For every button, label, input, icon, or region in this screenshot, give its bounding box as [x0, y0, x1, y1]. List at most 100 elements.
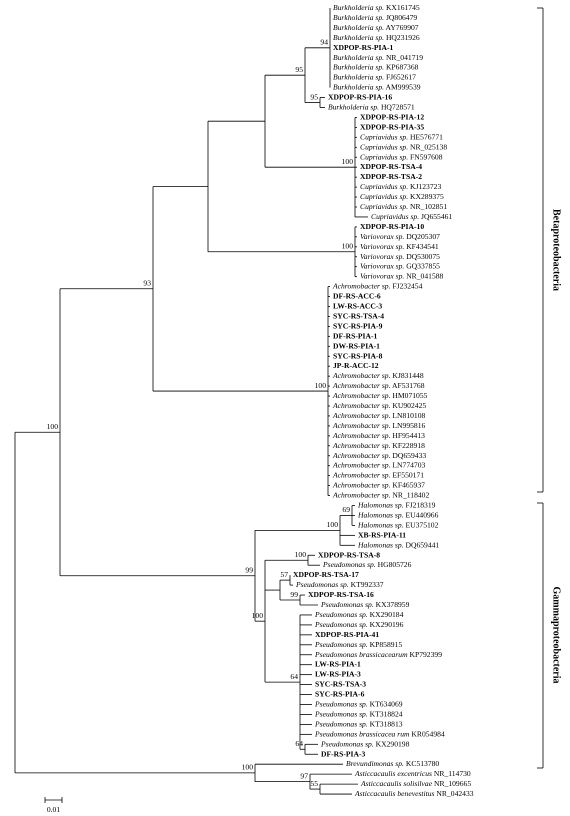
leaf-label: XDPOP-RS-TSA-17 — [293, 570, 359, 579]
accession: AM999539 — [386, 82, 421, 91]
accession: NR_042433 — [436, 789, 473, 798]
species-name: Cupriavidus sp. — [360, 152, 408, 161]
accession: KX378959 — [376, 600, 410, 609]
leaf-label: Burkholderia sp. AM999539 — [333, 82, 421, 91]
species-name: Cupriavidus sp. — [360, 132, 408, 141]
species-name: Variovorax sp. — [360, 252, 404, 261]
leaf-label: XDPOP-RS-PIA-16 — [328, 92, 392, 101]
leaf-label: XDPOP-RS-PIA-10 — [360, 222, 424, 231]
leaf-label: Pseudomonas sp. HG805726 — [322, 560, 412, 569]
accession: HQ728571 — [381, 102, 415, 111]
accession: KF465937 — [392, 480, 425, 489]
isolate-name: XDPOP-RS-PIA-35 — [360, 122, 424, 131]
bootstrap-value: 97 — [300, 771, 308, 780]
accession: DQ205307 — [406, 232, 440, 241]
leaf-label: Brevundimonas sp. KC513780 — [346, 759, 439, 768]
accession: KT318824 — [370, 709, 403, 718]
accession: NR_118402 — [392, 490, 429, 499]
bootstrap-value: 100 — [242, 763, 254, 772]
accession: GQ337855 — [406, 261, 440, 270]
species-name: Cupriavidus sp. — [360, 182, 408, 191]
leaf-label: Achromobacter sp. NR_118402 — [332, 490, 429, 499]
isolate-name: SYC-RS-TSA-3 — [315, 679, 366, 688]
accession: AF531768 — [392, 381, 425, 390]
species-name: Achromobacter sp. — [332, 431, 391, 440]
leaf-label: Pseudomonas sp. KT992337 — [295, 580, 384, 589]
clade-label: Gammaproteobacteria — [551, 586, 562, 683]
species-name: Variovorax sp. — [360, 232, 404, 241]
leaf-label: Halomonas sp. EU440966 — [357, 510, 439, 519]
accession: NR_114730 — [434, 769, 471, 778]
species-name: Cupriavidus sp. — [371, 212, 419, 221]
isolate-name: XB-RS-PIA-11 — [358, 530, 406, 539]
accession: KT992337 — [351, 580, 384, 589]
isolate-name: XDPOP-RS-TSA-16 — [308, 590, 374, 599]
leaf-label: Cupriavidus sp. KJ123723 — [360, 182, 441, 191]
leaf-label: Pseudomonas sp. KX290184 — [314, 610, 404, 619]
accession: FJ652617 — [386, 72, 416, 81]
bootstrap-value: 100 — [315, 381, 327, 390]
accession: KJ831448 — [392, 371, 423, 380]
species-name: Asticcacaulis solisilvae — [360, 779, 433, 788]
leaf-label: Achromobacter sp. LN810108 — [332, 411, 426, 420]
accession: KX290198 — [376, 739, 410, 748]
species-name: Cupriavidus sp. — [360, 202, 408, 211]
species-name: Pseudomonas brassicacea rum — [314, 729, 410, 738]
clade-label: Betaproteobacteria — [551, 209, 562, 291]
leaf-label: Halomonas sp. FJ218319 — [357, 500, 436, 509]
leaf-label: Burkholderia sp. AY769907 — [333, 23, 419, 32]
species-name: Halomonas sp. — [357, 520, 404, 529]
leaf-label: Pseudomonas sp. KX378959 — [320, 600, 410, 609]
species-name: Achromobacter sp. — [332, 470, 391, 479]
leaf-label: XDPOP-RS-PIA-35 — [360, 122, 424, 131]
isolate-name: SYC-RS-PIA-9 — [333, 321, 383, 330]
species-name: Cupriavidus sp. — [360, 142, 408, 151]
leaf-label: Asticcacaulis excentricus NR_114730 — [354, 769, 471, 778]
species-name: Burkholderia sp. — [328, 102, 379, 111]
species-name: Achromobacter sp. — [332, 391, 391, 400]
species-name: Burkholderia sp. — [333, 13, 384, 22]
species-name: Burkholderia sp. — [333, 82, 384, 91]
species-name: Pseudomonas sp. — [295, 580, 349, 589]
species-name: Achromobacter sp. — [332, 381, 391, 390]
species-name: Achromobacter sp. — [332, 460, 391, 469]
leaf-label: Pseudomonas sp. KX290196 — [314, 620, 404, 629]
species-name: Variovorax sp. — [360, 261, 404, 270]
leaf-label: Burkholderia sp. HQ231926 — [333, 33, 420, 42]
accession: KU902425 — [392, 401, 426, 410]
species-name: Pseudomonas sp. — [314, 620, 368, 629]
accession: NR_109665 — [434, 779, 471, 788]
bootstrap-value: 100 — [342, 242, 354, 251]
species-name: Achromobacter sp. — [332, 490, 391, 499]
leaf-label: XDPOP-RS-TSA-8 — [318, 550, 380, 559]
leaf-label: Achromobacter sp. FJ232454 — [332, 281, 423, 290]
bootstrap-value: 55 — [310, 779, 318, 788]
accession: KP792399 — [410, 650, 443, 659]
leaf-label: JP-R-ACC-12 — [333, 361, 379, 370]
accession: HE576771 — [410, 132, 443, 141]
leaf-label: Cupriavidus sp. JQ655461 — [371, 212, 452, 221]
bootstrap-value: 100 — [295, 550, 307, 559]
accession: HM071055 — [392, 391, 427, 400]
leaf-label: SYC-RS-PIA-6 — [315, 689, 365, 698]
leaf-label: DF-RS-ACC-6 — [333, 291, 381, 300]
leaf-label: Achromobacter sp. KJ831448 — [332, 371, 424, 380]
species-name: Burkholderia sp. — [333, 23, 384, 32]
accession: DQ659433 — [392, 451, 426, 460]
leaf-label: DF-RS-PIA-3 — [321, 749, 365, 758]
accession: LN774703 — [392, 460, 425, 469]
accession: EU440966 — [405, 510, 438, 519]
leaf-label: LW-RS-PIA-1 — [315, 659, 361, 668]
leaf-label: Achromobacter sp. KU902425 — [332, 401, 426, 410]
leaf-label: Cupriavidus sp. HE576771 — [360, 132, 443, 141]
accession: KX161745 — [386, 3, 420, 12]
accession: HG805726 — [378, 560, 412, 569]
isolate-name: XDPOP-RS-PIA-41 — [315, 630, 379, 639]
leaf-label: LW-RS-PIA-3 — [315, 669, 361, 678]
bootstrap-value: 100 — [327, 520, 339, 529]
species-name: Pseudomonas brassicacearum — [314, 650, 408, 659]
accession: KT318813 — [370, 719, 403, 728]
leaf-label: Asticcacaulis solisilvae NR_109665 — [360, 779, 471, 788]
leaf-label: XB-RS-PIA-11 — [358, 530, 406, 539]
bootstrap-value: 69 — [342, 505, 350, 514]
